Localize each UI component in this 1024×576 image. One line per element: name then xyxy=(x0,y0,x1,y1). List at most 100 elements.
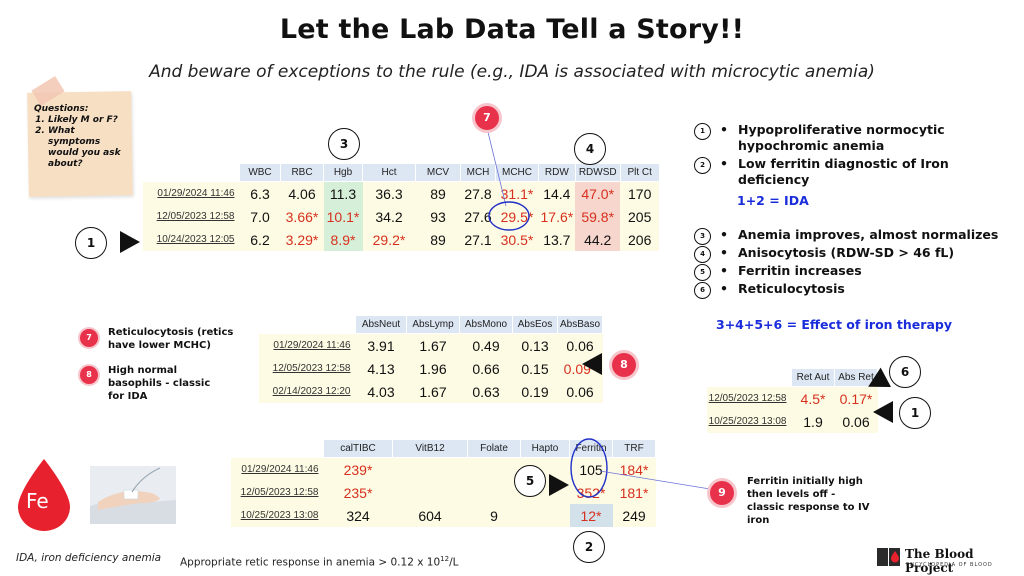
table-cell: 0.63 xyxy=(459,380,513,403)
table-cell: 10.1* xyxy=(323,205,363,228)
row-date-link[interactable]: 10/24/2023 12:05 xyxy=(142,228,240,251)
legend-text: Anemia improves, almost normalizes xyxy=(738,227,999,242)
table-cell: 0.06 xyxy=(834,410,878,433)
table-header-row: Ret Aut Abs Ret xyxy=(706,368,878,387)
legend-marker: 3 xyxy=(694,228,711,245)
table-header-row: WBC RBC Hgb Hct MCV MCH MCHC RDW RDWSD P… xyxy=(142,163,660,182)
bullet-icon: • xyxy=(720,263,728,278)
legend-marker: 2 xyxy=(694,157,711,174)
table-cell: 29.2* xyxy=(362,228,416,251)
table-row: 01/29/2024 11:46 3.91 1.67 0.49 0.13 0.0… xyxy=(258,333,603,357)
table-cell: 27.1 xyxy=(460,228,496,251)
table-cell: 3.29* xyxy=(280,228,324,251)
equation-iron-therapy: 3+4+5+6 = Effect of iron therapy xyxy=(716,317,952,332)
marker-2: 2 xyxy=(573,531,605,563)
marker-4: 4 xyxy=(574,133,606,165)
pin-marker-9: 9 xyxy=(710,481,734,505)
table-header: MCV xyxy=(415,163,461,182)
table-header-row: calTIBC VitB12 Folate Hapto Ferritin TRF xyxy=(230,439,656,458)
table-header: MCH xyxy=(460,163,496,182)
table-cell: 105 xyxy=(569,457,613,481)
row-date-link[interactable]: 10/25/2023 13:08 xyxy=(706,410,792,433)
pin-marker-7-legend: 7 xyxy=(80,329,98,347)
table-cell: 206 xyxy=(620,228,660,251)
table-header: RDWSD xyxy=(574,163,621,182)
table-cell: 239* xyxy=(323,457,393,481)
differential-table: AbsNeut AbsLymp AbsMono AbsEos AbsBaso 0… xyxy=(258,315,604,403)
table-header: Folate xyxy=(467,439,521,458)
sticky-question-list: Likely M or F? What symptoms would you a… xyxy=(34,115,130,170)
table-cell: 1.9 xyxy=(791,410,835,433)
row-date-link[interactable]: 12/05/2023 12:58 xyxy=(258,357,356,380)
row-date-link[interactable]: 02/14/2023 12:20 xyxy=(258,380,356,403)
row-date-link[interactable]: 01/29/2024 11:46 xyxy=(258,333,356,357)
table-cell: 89 xyxy=(415,181,461,205)
table-row: 10/25/2023 13:08 324 604 9 12* 249 xyxy=(230,504,656,527)
table-cell: 4.13 xyxy=(355,357,407,380)
row-date-link[interactable]: 12/05/2023 12:58 xyxy=(706,386,792,410)
table-cell: 235* xyxy=(323,481,393,504)
table-cell xyxy=(392,457,468,481)
row-date-link[interactable]: 10/25/2023 13:08 xyxy=(230,504,324,527)
table-cell: 0.06 xyxy=(557,333,603,357)
iron-studies-table: calTIBC VitB12 Folate Hapto Ferritin TRF… xyxy=(230,439,656,527)
table-cell: 604 xyxy=(392,504,468,527)
row-date-link[interactable]: 12/05/2023 12:58 xyxy=(142,205,240,228)
legend-note-6: • Reticulocytosis xyxy=(720,281,1010,297)
table-header: Ferritin xyxy=(569,439,613,458)
table-header: Hapto xyxy=(520,439,570,458)
row-date-link[interactable]: 01/29/2024 11:46 xyxy=(142,181,240,205)
marker-3: 3 xyxy=(328,128,360,160)
table-cell: 11.3 xyxy=(323,181,363,205)
row-date-link[interactable]: 01/29/2024 11:46 xyxy=(230,457,324,481)
page-title: Let the Lab Data Tell a Story!! xyxy=(279,14,745,45)
note-basophils: High normal basophils - classic for IDA xyxy=(108,365,211,402)
legend-note-3: • Anemia improves, almost normalizes xyxy=(720,227,1010,243)
table-cell: 0.49 xyxy=(459,333,513,357)
sticky-heading: Questions: xyxy=(34,104,89,114)
table-cell: 1.67 xyxy=(406,333,460,357)
table-cell: 7.0 xyxy=(239,205,281,228)
legend-marker: 6 xyxy=(694,282,711,299)
pin-marker-8-legend: 8 xyxy=(80,366,98,384)
pin-marker-7: 7 xyxy=(475,106,499,130)
table-cell: 27.8 xyxy=(460,181,496,205)
fe-label: Fe xyxy=(26,489,49,513)
table-header: AbsBaso xyxy=(556,315,604,334)
iv-infusion-image xyxy=(90,466,176,524)
footer-retic-response: Appropriate retic response in anemia > 0… xyxy=(180,555,458,569)
arrow-left-icon xyxy=(873,401,893,423)
retic-table: Ret Aut Abs Ret 12/05/2023 12:58 4.5* 0.… xyxy=(706,368,878,433)
table-cell: 0.19 xyxy=(512,380,558,403)
legend-marker: 5 xyxy=(694,264,711,281)
marker-1: 1 xyxy=(75,227,107,259)
table-cell: 31.1* xyxy=(495,181,539,205)
table-header: AbsLymp xyxy=(406,315,460,334)
table-cell: 12* xyxy=(569,504,613,527)
legend-text: Reticulocytosis xyxy=(738,281,845,296)
table-cell: 1.67 xyxy=(406,380,460,403)
sticky-question: What symptoms would you ask about? xyxy=(48,126,130,170)
arrow-right-icon xyxy=(549,474,569,496)
table-header: calTIBC xyxy=(323,439,393,458)
table-cell: 14.4 xyxy=(538,181,576,205)
table-row: 01/29/2024 11:46 6.3 4.06 11.3 36.3 89 2… xyxy=(142,181,660,205)
table-row: 12/05/2023 12:58 7.0 3.66* 10.1* 34.2 93… xyxy=(142,205,660,228)
table-header: Abs Ret xyxy=(834,368,878,387)
arrow-left-icon xyxy=(582,353,602,375)
table-cell: 17.6* xyxy=(538,205,576,228)
table-cell: 3.91 xyxy=(355,333,407,357)
table-header: AbsEos xyxy=(512,315,558,334)
table-header: RBC xyxy=(280,163,324,182)
cbc-table: WBC RBC Hgb Hct MCV MCH MCHC RDW RDWSD P… xyxy=(142,163,660,251)
row-date-link[interactable]: 12/05/2023 12:58 xyxy=(230,481,324,504)
marker-1b: 1 xyxy=(899,397,931,429)
legend-text: Ferritin increases xyxy=(738,263,862,278)
table-row: 10/24/2023 12:05 6.2 3.29* 8.9* 29.2* 89… xyxy=(142,228,660,251)
table-header: MCHC xyxy=(495,163,539,182)
iron-drop-icon xyxy=(18,459,70,531)
connector-line-7 xyxy=(486,127,507,207)
page-subtitle: And beware of exceptions to the rule (e.… xyxy=(149,62,875,82)
bullet-icon: • xyxy=(720,156,728,171)
table-header: TRF xyxy=(612,439,656,458)
